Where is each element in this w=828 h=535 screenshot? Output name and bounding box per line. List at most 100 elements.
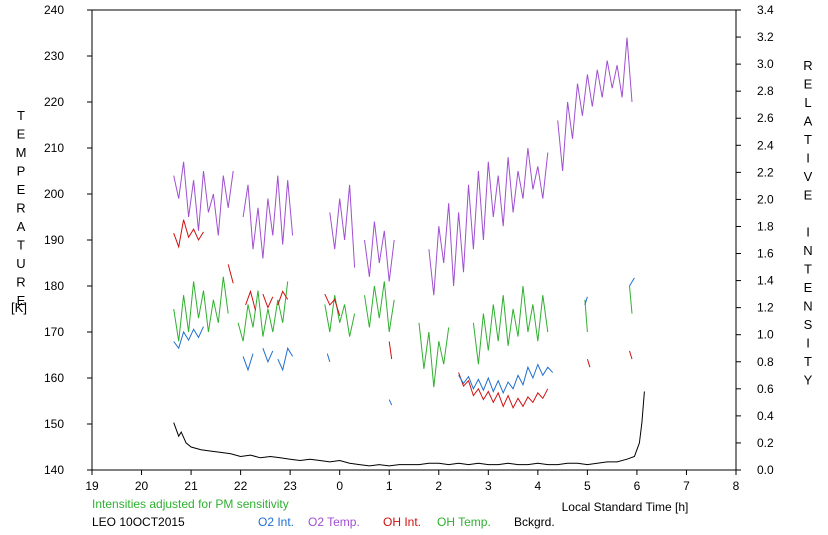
y-axis-right-title-char: I [806,151,810,166]
x-tick-label: 4 [535,479,542,493]
y-axis-right-title-char: Y [804,373,813,388]
y-axis-right-title-char: V [804,169,813,184]
x-tick-label: 3 [485,479,492,493]
series-layer [173,37,645,467]
y-axis-right-title-char: I [806,336,810,351]
legend-item: O2 Temp. [308,515,360,529]
series-oh-int-line [388,341,393,360]
y-axis-left-title-char: U [16,256,25,271]
x-tick-label: 23 [283,479,297,493]
y-axis-left-title-char: T [17,238,25,253]
series-o2-int-line [629,277,635,287]
y-left-tick-label: 140 [44,463,64,477]
y-left-tick-label: 170 [44,325,64,339]
series-oh-int-line [262,293,274,309]
series-o2-int-line [277,346,294,372]
series-o2-temp-line [364,221,395,282]
y-axis-right-title-char: S [804,317,813,332]
y-left-tick-label: 220 [44,95,64,109]
y-right-tick-label: 0.0 [757,463,774,477]
legend-item: OH Int. [383,515,421,529]
y-axis-right: 0.0 0.2 0.4 0.6 0.8 1.0 1.2 1.4 1.6 1.8 2.0 2.2 2.4 2… [736,3,774,477]
series-oh-int-line [277,290,289,306]
y-right-tick-label: 1.2 [757,301,774,315]
y-axis-right-title-char: R [803,58,812,73]
series-oh-int-line [629,350,633,360]
series-o2-int-line [584,296,588,306]
y-axis-right-title-char: N [803,243,812,258]
series-oh-int-line [586,358,591,368]
series-oh-temp-line [629,285,633,314]
y-axis-left-title-char: E [17,182,26,197]
y-left-tick-label: 180 [44,279,64,293]
x-tick-label: 0 [336,479,343,493]
series-o2-temp-line [242,175,294,259]
y-axis-right-title-char: E [804,77,813,92]
y-axis-left-unit: [K] [11,300,27,315]
y-right-tick-label: 3.2 [757,30,774,44]
series-o2-int-line [173,326,204,350]
series-oh-temp-line [237,281,289,342]
x-tick-label: 8 [733,479,740,493]
series-o2-int-line [262,348,274,364]
y-axis-left-title-char: E [17,293,26,308]
x-tick-label: 5 [584,479,591,493]
y-left-tick-label: 200 [44,187,64,201]
y-right-tick-label: 2.8 [757,84,774,98]
x-tick-label: 22 [234,479,248,493]
x-axis-title: Local Standard Time [h] [562,500,689,514]
y-axis-left-title-char: M [16,145,27,160]
y-right-tick-label: 2.0 [757,192,774,206]
y-right-tick-label: 2.6 [757,111,774,125]
y-axis-right-title-char: T [804,354,812,369]
series-o2-temp-line [557,37,633,172]
y-right-tick-label: 1.4 [757,274,774,288]
series-o2-int-line [242,353,254,372]
series-oh-temp-line [584,299,588,333]
series-oh-temp-line [324,295,356,337]
x-tick-label: 2 [435,479,442,493]
y-right-tick-label: 0.8 [757,355,774,369]
y-axis-left-title-char: A [17,219,26,234]
y-axis-right-title-char: T [804,262,812,277]
series-o2-temp-line [173,161,234,236]
series-bckgrd-line [173,391,645,467]
x-axis: 19 20 21 22 23 0 1 2 3 4 5 6 7 8 [85,470,740,493]
y-right-tick-label: 2.4 [757,138,774,152]
y-axis-right-title-char: T [804,132,812,147]
plot-frame [91,9,737,471]
y-axis-right-title-char: A [804,114,813,129]
y-axis-left-title-char: R [16,201,25,216]
x-tick-label: 20 [135,479,149,493]
series-oh-int-line [173,219,204,249]
y-axis-left-title-char: E [17,127,26,142]
series-oh-int-line [458,372,549,409]
series-oh-temp-line [418,322,450,388]
x-tick-label: 6 [634,479,641,493]
series-o2-temp-line [329,184,356,268]
y-axis-right-title-char: I [806,225,810,240]
y-right-tick-label: 0.2 [757,436,774,450]
y-right-tick-label: 1.6 [757,247,774,261]
series-oh-int-line [324,293,341,316]
y-right-tick-label: 2.2 [757,165,774,179]
series-oh-int-line [245,289,256,311]
y-left-tick-label: 160 [44,371,64,385]
legend-item: Bckgrd. [514,515,555,529]
y-right-tick-label: 0.4 [757,409,774,423]
y-axis-right-title-char: N [803,299,812,314]
y-left-tick-label: 240 [44,3,64,17]
y-axis-left: 140 150 160 170 180 190 200 210 220 230 240 [44,3,92,477]
sensitivity-note: Intensities adjusted for PM sensitivity [92,497,289,511]
series-oh-temp-line [173,276,229,342]
series-oh-int-line [227,264,234,284]
station-date: LEO 10OCT2015 [92,515,185,529]
y-left-tick-label: 230 [44,49,64,63]
y-left-tick-label: 210 [44,141,64,155]
x-tick-label: 21 [184,479,198,493]
x-tick-label: 19 [85,479,99,493]
y-right-tick-label: 1.0 [757,328,774,342]
series-o2-int-line [388,399,393,406]
y-axis-right-title-char: E [804,188,813,203]
